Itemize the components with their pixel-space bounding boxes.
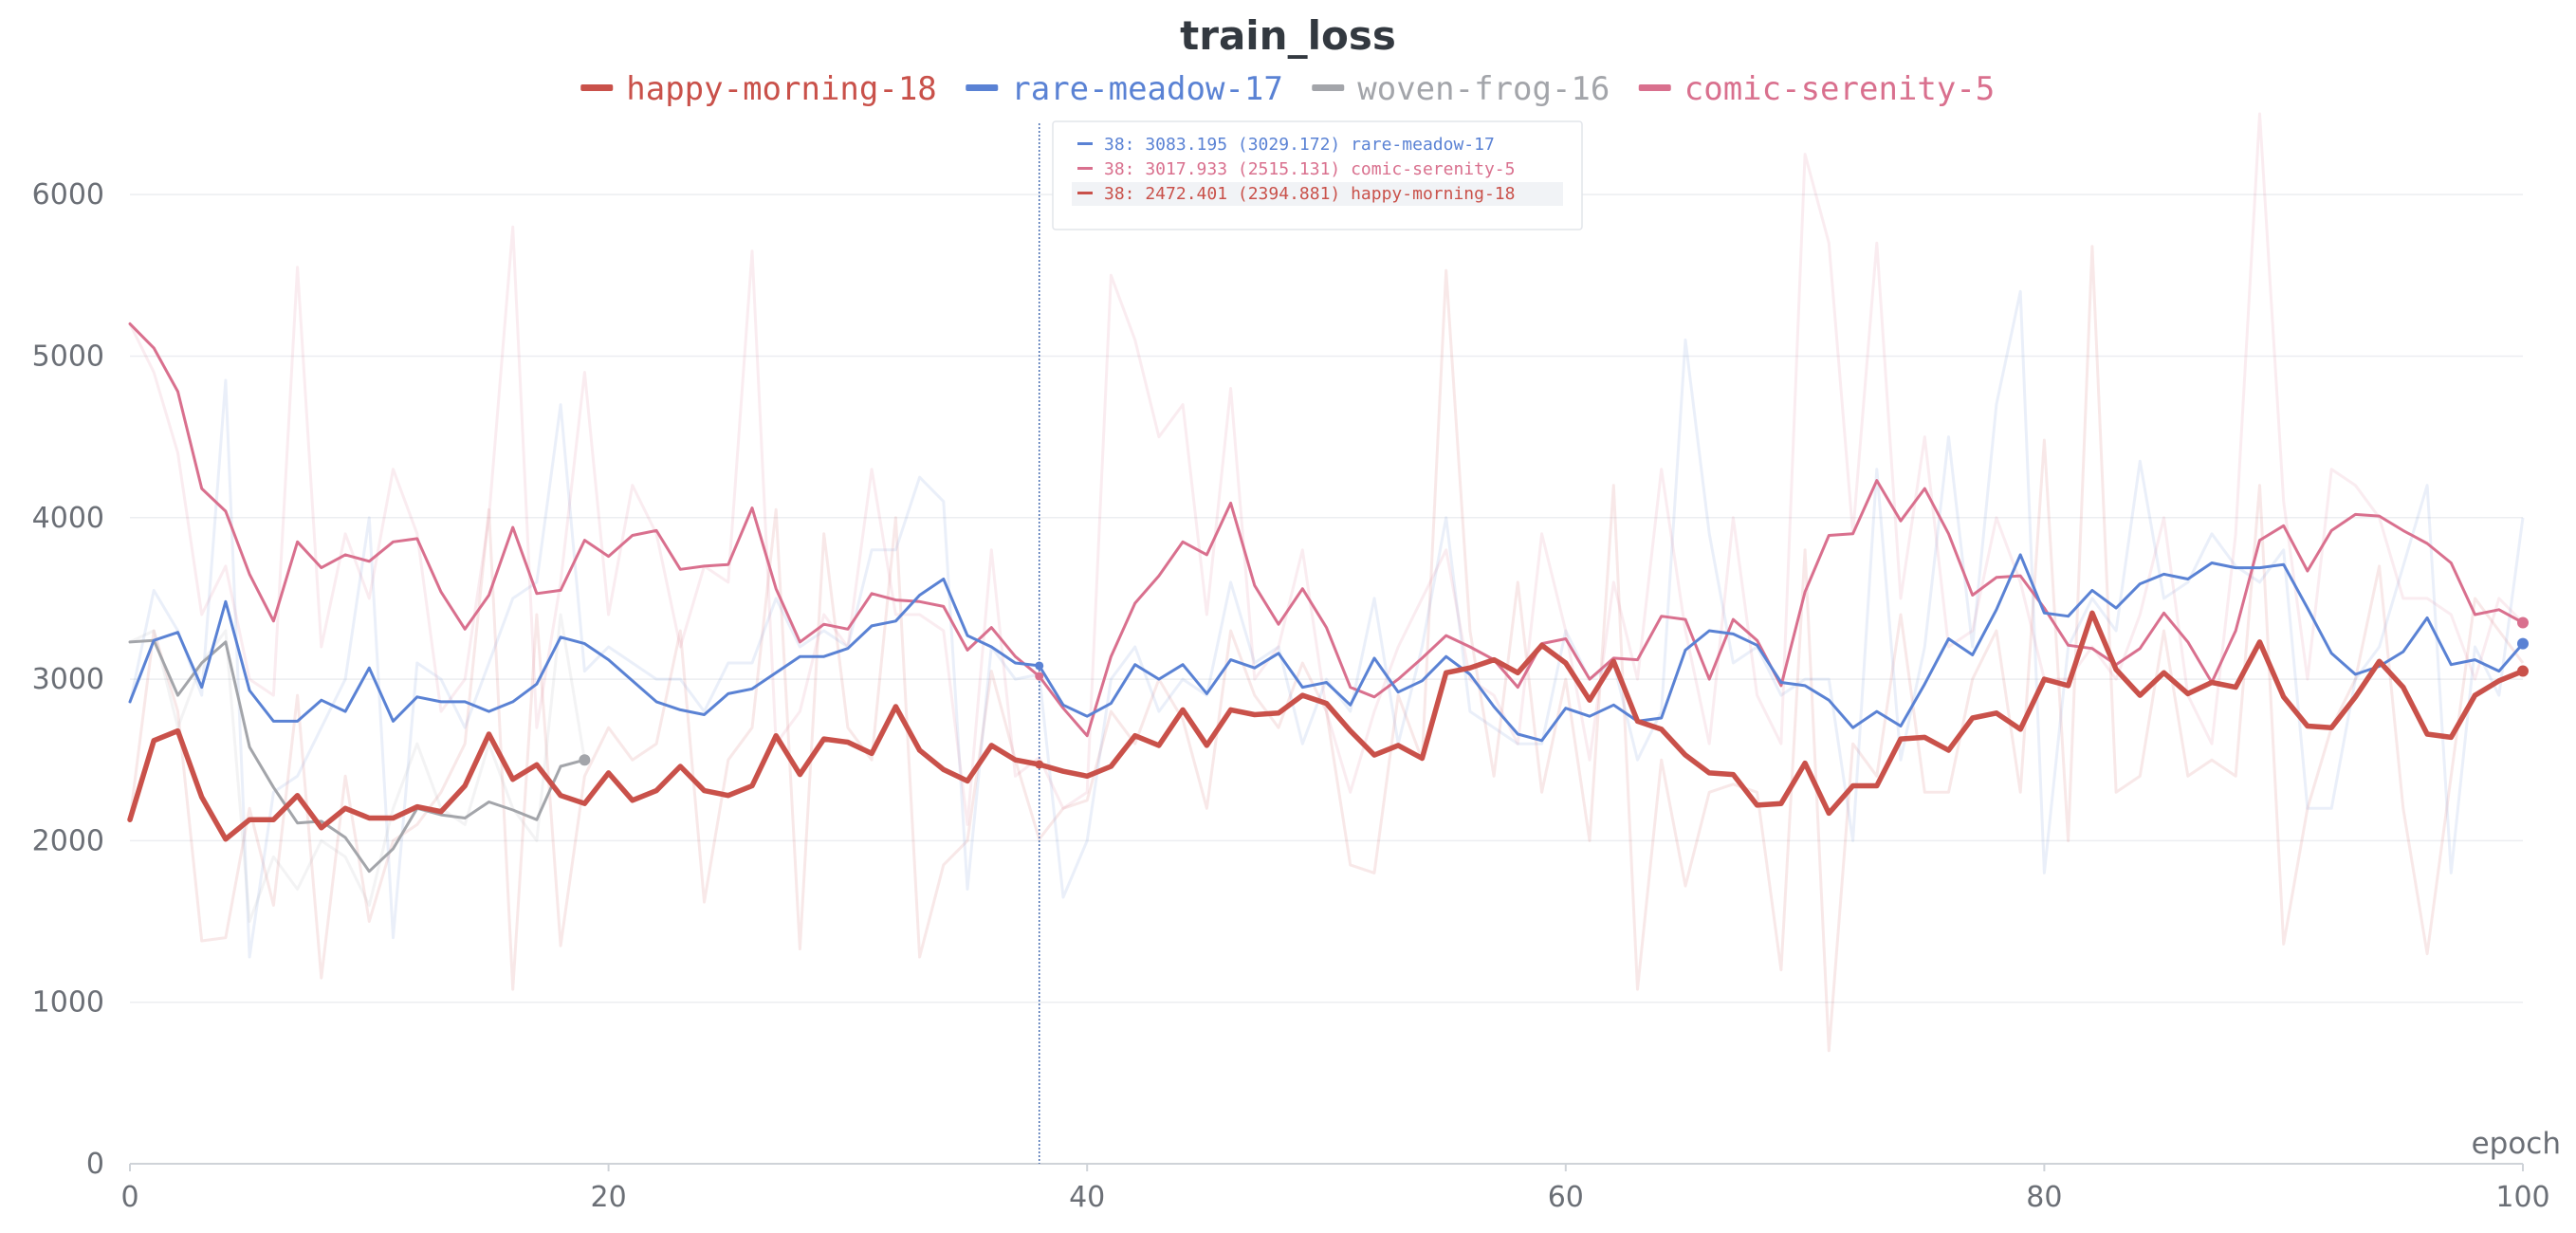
series-line-woven-frog-16	[128, 638, 586, 874]
tooltip-row-happy-morning-18: 38: 2472.401 (2394.881) happy-morning-18	[1104, 184, 1515, 204]
axes: 0 1000 2000 3000 4000 5000 6000 0 20 40 60 80 100	[32, 178, 2550, 1214]
tooltip-swatch-happy-morning-18	[1077, 192, 1093, 194]
hover-indicator	[1035, 123, 1044, 1164]
tooltip-swatch-comic-serenity-5	[1077, 167, 1093, 170]
series-line-comic-serenity-5	[128, 322, 2525, 738]
legend: happy-morning-18 rare-meadow-17 woven-frog…	[580, 70, 1995, 108]
series-endpoint-comic-serenity-5	[2517, 616, 2529, 629]
x-tick-label-20: 20	[591, 1181, 627, 1214]
series-endpoint-happy-morning-18	[2517, 665, 2529, 677]
legend-label-comic-serenity-5: comic-serenity-5	[1684, 70, 1996, 108]
series-endpoint-rare-meadow-17	[2517, 637, 2529, 650]
tooltip: 38: 3083.195 (3029.172) rare-meadow-17 38…	[1052, 120, 1583, 230]
y-tick-label-2000: 2000	[32, 824, 104, 857]
smoothed-lines	[127, 322, 2529, 874]
legend-swatch-happy-morning-18	[580, 84, 614, 91]
hover-marker-happy-morning-18	[1035, 760, 1044, 769]
x-tick-label-40: 40	[1069, 1181, 1105, 1214]
y-tick-label-6000: 6000	[32, 178, 104, 212]
legend-label-woven-frog-16: woven-frog-16	[1357, 70, 1610, 108]
series-endpoint-woven-frog-16	[579, 754, 591, 766]
y-tick-label-1000: 1000	[32, 986, 104, 1020]
y-tick-label-0: 0	[86, 1148, 104, 1181]
series-raw-line-happy-morning-18	[128, 245, 2525, 1053]
hover-marker-comic-serenity-5	[1035, 672, 1044, 681]
legend-label-rare-meadow-17: rare-meadow-17	[1011, 70, 1283, 108]
x-axis-label: epoch	[2472, 1127, 2561, 1161]
y-tick-label-3000: 3000	[32, 663, 104, 696]
raw-lines	[128, 112, 2525, 1053]
legend-swatch-comic-serenity-5	[1638, 84, 1671, 91]
tooltip-swatch-rare-meadow-17	[1077, 142, 1093, 145]
x-tick-label-60: 60	[1548, 1181, 1584, 1214]
chart-title: train_loss	[1180, 12, 1396, 59]
y-tick-label-4000: 4000	[32, 502, 104, 535]
y-tick-label-5000: 5000	[32, 340, 104, 373]
series-line-happy-morning-18	[127, 610, 2526, 842]
tooltip-row-rare-meadow-17: 38: 3083.195 (3029.172) rare-meadow-17	[1104, 135, 1495, 155]
series-line-rare-meadow-17	[128, 553, 2525, 743]
legend-swatch-woven-frog-16	[1312, 84, 1345, 91]
tooltip-highlight	[1072, 182, 1563, 206]
series-raw-line-woven-frog-16	[129, 613, 586, 923]
legend-label-happy-morning-18: happy-morning-18	[626, 70, 937, 108]
x-tick-label-100: 100	[2495, 1181, 2549, 1214]
hover-marker-rare-meadow-17	[1035, 661, 1044, 671]
tooltip-row-comic-serenity-5: 38: 3017.933 (2515.131) comic-serenity-5	[1104, 159, 1515, 179]
series-raw-line-rare-meadow-17	[128, 289, 2525, 959]
legend-swatch-rare-meadow-17	[966, 84, 999, 91]
x-tick-label-80: 80	[2026, 1181, 2062, 1214]
x-tick-label-0: 0	[120, 1181, 138, 1214]
